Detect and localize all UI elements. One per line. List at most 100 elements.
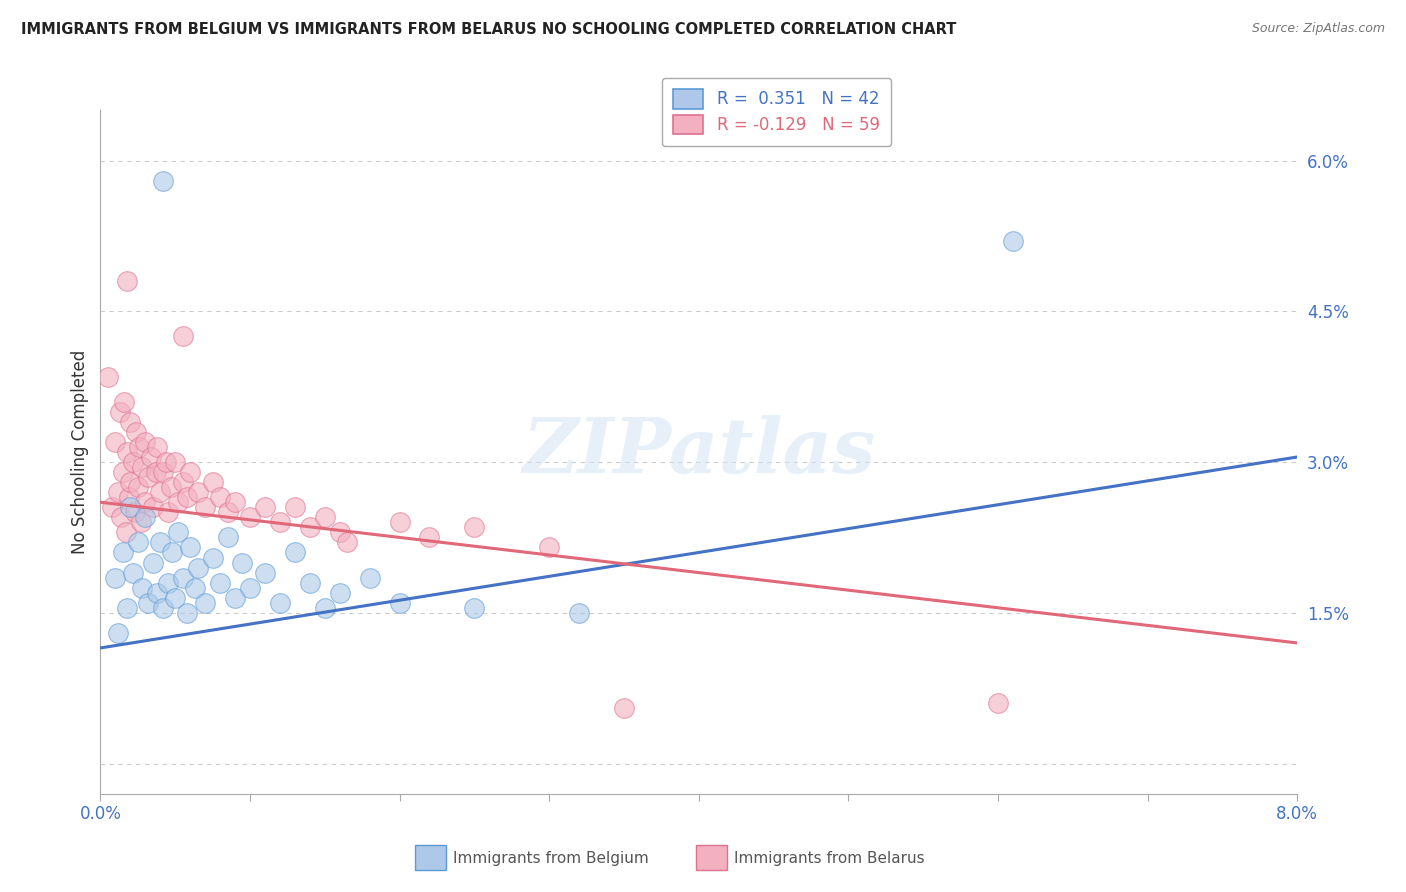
Point: [120, 500, 142, 515]
Point: [129, 516, 152, 530]
Point: [152, 465, 174, 479]
Point: [156, 505, 179, 519]
Point: [239, 581, 262, 595]
Point: [224, 591, 246, 605]
Point: [231, 556, 253, 570]
Point: [217, 530, 239, 544]
Point: [141, 450, 163, 464]
Point: [118, 490, 141, 504]
Point: [120, 415, 142, 429]
Point: [298, 520, 321, 534]
Point: [156, 575, 179, 590]
Point: [136, 470, 159, 484]
Point: [253, 500, 276, 515]
Point: [172, 475, 194, 490]
Point: [568, 606, 591, 620]
Point: [101, 500, 124, 515]
Point: [172, 329, 194, 343]
Y-axis label: No Schooling Completed: No Schooling Completed: [72, 350, 89, 554]
Point: [149, 535, 172, 549]
Point: [134, 434, 156, 449]
Point: [104, 434, 127, 449]
Point: [201, 550, 224, 565]
Point: [388, 596, 411, 610]
Point: [108, 405, 131, 419]
Point: [107, 485, 129, 500]
Point: [187, 485, 209, 500]
Point: [131, 460, 153, 475]
Text: IMMIGRANTS FROM BELGIUM VS IMMIGRANTS FROM BELARUS NO SCHOOLING COMPLETED CORREL: IMMIGRANTS FROM BELGIUM VS IMMIGRANTS FR…: [21, 22, 956, 37]
Point: [145, 465, 167, 479]
Point: [194, 500, 217, 515]
Point: [208, 575, 231, 590]
Point: [298, 575, 321, 590]
Point: [127, 480, 149, 494]
Point: [142, 500, 165, 515]
Point: [152, 174, 174, 188]
Point: [107, 626, 129, 640]
Point: [142, 556, 165, 570]
Point: [463, 600, 485, 615]
Point: [336, 535, 359, 549]
Point: [208, 490, 231, 504]
Point: [314, 510, 336, 524]
Point: [329, 585, 352, 599]
Point: [224, 495, 246, 509]
Legend: R =  0.351   N = 42, R = -0.129   N = 59: R = 0.351 N = 42, R = -0.129 N = 59: [662, 78, 891, 146]
Point: [134, 495, 156, 509]
Point: [155, 455, 177, 469]
Point: [114, 525, 136, 540]
Point: [167, 525, 190, 540]
Point: [201, 475, 224, 490]
Point: [179, 465, 201, 479]
Point: [131, 581, 153, 595]
Point: [217, 505, 239, 519]
Point: [127, 535, 149, 549]
Point: [136, 596, 159, 610]
Text: Immigrants from Belarus: Immigrants from Belarus: [734, 851, 925, 865]
Point: [111, 545, 134, 559]
Point: [987, 696, 1010, 710]
Point: [176, 606, 198, 620]
Point: [463, 520, 485, 534]
Point: [613, 701, 636, 715]
Point: [418, 530, 440, 544]
Point: [176, 490, 198, 504]
Point: [97, 369, 120, 384]
Point: [329, 525, 352, 540]
Point: [167, 495, 190, 509]
Point: [187, 560, 209, 574]
Point: [165, 455, 187, 469]
Point: [160, 545, 183, 559]
Text: Source: ZipAtlas.com: Source: ZipAtlas.com: [1251, 22, 1385, 36]
Point: [179, 541, 201, 555]
Point: [165, 591, 187, 605]
Point: [134, 510, 156, 524]
Point: [538, 541, 561, 555]
Point: [152, 600, 174, 615]
Point: [110, 510, 132, 524]
Point: [120, 475, 142, 490]
Point: [124, 505, 146, 519]
Point: [149, 485, 172, 500]
Point: [112, 394, 135, 409]
Point: [146, 585, 169, 599]
Point: [125, 425, 148, 439]
Point: [314, 600, 336, 615]
Point: [239, 510, 262, 524]
Point: [269, 516, 291, 530]
Point: [388, 516, 411, 530]
Point: [146, 440, 169, 454]
Point: [128, 440, 150, 454]
Point: [194, 596, 217, 610]
Text: Immigrants from Belgium: Immigrants from Belgium: [453, 851, 648, 865]
Point: [122, 455, 145, 469]
Point: [111, 465, 134, 479]
Point: [172, 571, 194, 585]
Point: [104, 571, 127, 585]
Point: [284, 500, 307, 515]
Point: [284, 545, 307, 559]
Text: ZIPatlas: ZIPatlas: [522, 415, 876, 489]
Point: [117, 274, 139, 288]
Point: [117, 600, 139, 615]
